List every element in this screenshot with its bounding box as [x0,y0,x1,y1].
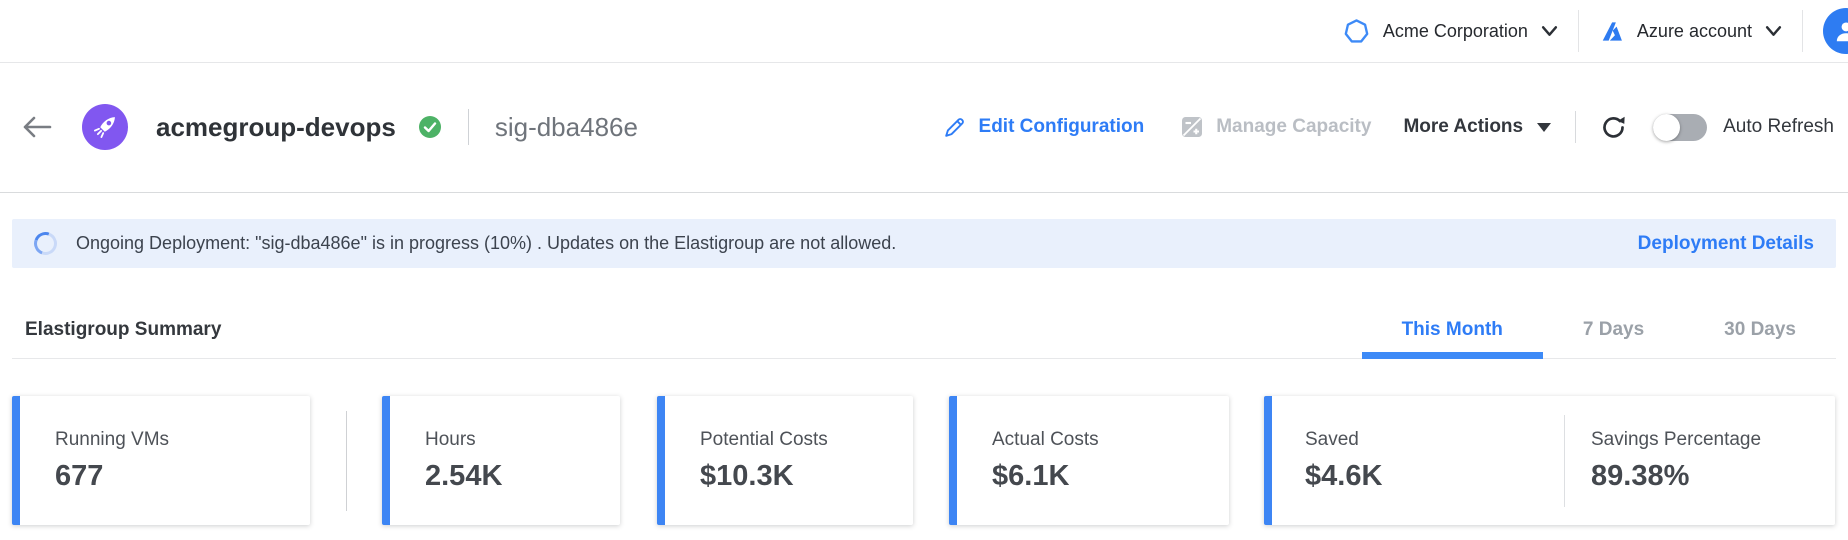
actions-divider [1575,111,1577,143]
running-vms-card: Running VMs 677 [12,396,310,525]
tab-30-days[interactable]: 30 Days [1684,301,1836,358]
chevron-down-icon [1765,25,1782,37]
potential-costs-card: Potential Costs $10.3K [657,396,913,525]
edit-configuration-button[interactable]: Edit Configuration [943,115,1145,139]
summary-cards: Running VMs 677 Hours 2.54K Potential Co… [12,396,1835,525]
actual-costs-card: Actual Costs $6.1K [949,396,1229,525]
card-value: $6.1K [992,460,1070,492]
manage-capacity-button-disabled[interactable]: Manage Capacity [1180,115,1371,139]
group-name: acmegroup-devops [156,111,396,142]
edit-configuration-label: Edit Configuration [978,116,1145,137]
caret-down-icon [1537,122,1552,132]
period-tabs: This Month 7 Days 30 Days [1361,301,1836,359]
azure-icon [1599,19,1624,44]
deployment-spinner-icon [30,228,61,259]
header-actions: Edit Configuration Manage Capacity More … [943,111,1834,143]
card-label: Potential Costs [700,429,828,450]
hours-card: Hours 2.54K [382,396,620,525]
topbar-divider [1802,10,1803,52]
summary-title: Elastigroup Summary [25,318,222,340]
more-actions-label: More Actions [1403,116,1524,137]
cloud-account-selector[interactable]: Azure account [1599,19,1782,44]
ongoing-deployment-banner: Ongoing Deployment: "sig-dba486e" is in … [12,219,1836,268]
tab-7-days-label: 7 Days [1582,318,1645,340]
refresh-icon[interactable] [1600,114,1627,141]
capacity-icon [1180,115,1204,139]
pencil-icon [943,115,967,139]
organization-label: Acme Corporation [1382,20,1528,41]
cards-group-divider [310,396,382,525]
auto-refresh-toggle[interactable] [1653,113,1708,141]
savings-percentage-section: Savings Percentage 89.38% [1565,396,1835,525]
cloud-account-label: Azure account [1636,20,1752,41]
tab-30-days-label: 30 Days [1724,318,1796,340]
card-value: 2.54K [425,460,503,492]
auto-refresh-label: Auto Refresh [1723,116,1834,137]
group-id: sig-dba486e [494,111,638,142]
savings-card-divider [1564,414,1565,507]
deployment-message: Ongoing Deployment: "sig-dba486e" is in … [76,233,897,253]
top-bar: Acme Corporation Azure account [0,0,1848,63]
user-avatar[interactable] [1823,8,1848,54]
manage-capacity-label: Manage Capacity [1216,116,1372,137]
tab-this-month[interactable]: This Month [1361,301,1544,359]
card-label: Hours [425,429,476,450]
tab-7-days[interactable]: 7 Days [1543,301,1684,358]
card-value: 89.38% [1591,460,1690,492]
back-arrow-icon[interactable] [22,114,52,140]
header-bottom-divider [0,192,1848,193]
elastigroup-icon [82,104,128,150]
more-actions-button[interactable]: More Actions [1403,116,1552,138]
card-label: Running VMs [55,429,170,450]
card-value: 677 [55,460,104,492]
savings-card: Saved $4.6K Savings Percentage 89.38% [1264,396,1835,525]
saved-section: Saved $4.6K [1272,396,1564,525]
card-label: Actual Costs [992,429,1099,450]
deployment-details-link[interactable]: Deployment Details [1637,232,1814,254]
topbar-divider [1577,10,1579,52]
chevron-down-icon [1541,25,1558,37]
card-label: Savings Percentage [1591,429,1762,450]
card-value: $4.6K [1305,460,1383,492]
card-label: Saved [1305,429,1359,450]
group-header: acmegroup-devops sig-dba486e Edit Config… [22,100,1834,154]
healthy-status-check-icon [418,115,442,139]
toggle-knob [1653,113,1681,141]
card-value: $10.3K [700,460,794,492]
person-icon [1833,18,1848,44]
header-divider [467,109,469,145]
organization-selector[interactable]: Acme Corporation [1343,18,1558,45]
summary-header: Elastigroup Summary This Month 7 Days 30… [12,301,1836,359]
organization-icon [1343,18,1370,45]
tab-this-month-label: This Month [1401,318,1503,340]
